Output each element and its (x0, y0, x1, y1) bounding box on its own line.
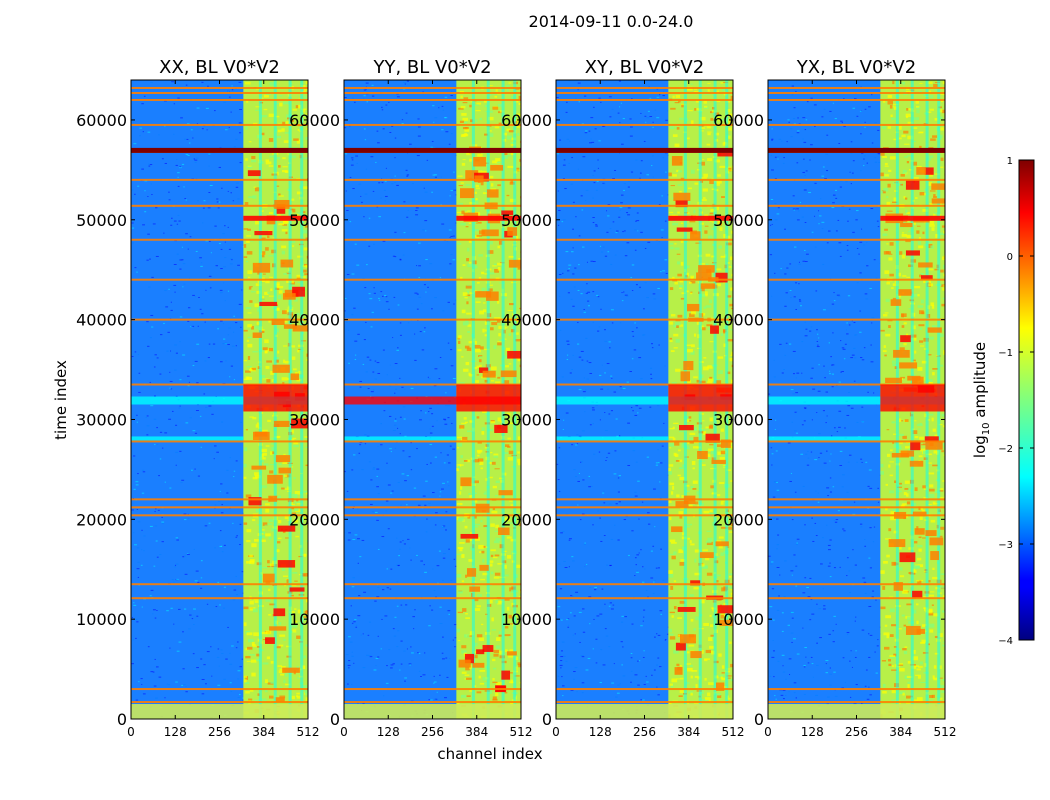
x-tick-label: 256 (208, 725, 231, 739)
x-tick-label: 384 (465, 725, 488, 739)
x-axis-label: channel index (437, 745, 542, 763)
x-tick-label: 256 (633, 725, 656, 739)
y-tick-label: 50000 (713, 211, 764, 230)
x-tick-label: 512 (934, 725, 957, 739)
x-tick-label: 384 (889, 725, 912, 739)
y-tick-label: 30000 (501, 410, 552, 429)
x-tick-label: 256 (845, 725, 868, 739)
colorbar-tick-label: −1 (998, 348, 1013, 359)
y-tick-label: 30000 (713, 410, 764, 429)
y-tick-label: 60000 (289, 111, 340, 130)
y-tick-label: 40000 (289, 311, 340, 330)
y-tick-label: 10000 (713, 610, 764, 629)
y-tick-label: 0 (330, 710, 340, 729)
colorbar: 1 0 −1 −2 −3 −4 log10 amplitude (971, 156, 1035, 647)
x-tick-label: 128 (801, 725, 824, 739)
x-tick-label: 512 (510, 725, 533, 739)
y-tick-label: 60000 (501, 111, 552, 130)
x-tick-label: 512 (297, 725, 320, 739)
y-tick-label: 60000 (76, 111, 127, 130)
panel-title: YX, BL V0*V2 (796, 57, 916, 78)
y-tick-label: 0 (754, 710, 764, 729)
y-tick-label: 50000 (76, 211, 127, 230)
y-tick-label: 0 (542, 710, 552, 729)
x-tick-label: 512 (722, 725, 745, 739)
x-tick-label: 0 (552, 725, 560, 739)
panel-title: XX, BL V0*V2 (159, 57, 280, 78)
y-tick-label: 20000 (713, 510, 764, 529)
y-tick-label: 20000 (76, 510, 127, 529)
y-tick-label: 40000 (76, 311, 127, 330)
y-axis-label: time index (52, 360, 70, 440)
x-tick-label: 384 (252, 725, 275, 739)
y-tick-label: 60000 (713, 111, 764, 130)
colorbar-tick-label: −3 (998, 540, 1013, 551)
y-tick-label: 10000 (76, 610, 127, 629)
y-tick-label: 0 (117, 710, 127, 729)
y-tick-label: 40000 (501, 311, 552, 330)
figure-suptitle: 2014-09-11 0.0-24.0 (528, 12, 694, 31)
x-tick-label: 0 (764, 725, 772, 739)
y-tick-label: 40000 (713, 311, 764, 330)
y-tick-label: 10000 (289, 610, 340, 629)
colorbar-tick-label: 0 (1007, 252, 1013, 263)
x-tick-label: 128 (589, 725, 612, 739)
colorbar-tick-label: −4 (998, 636, 1013, 647)
heatmap-panel-1: XX, BL V0*V2 0 128 256 384 512 0 10000 20000 3000… (76, 57, 319, 739)
x-tick-label: 128 (377, 725, 400, 739)
heatmap-panel-2: YY, BL V0*V2 0 128 256 384 512 0 10000 20000 3000… (289, 57, 532, 739)
x-tick-label: 384 (677, 725, 700, 739)
heatmap-panel-4: YX, BL V0*V2 0 128 256 384 512 0 10000 20000 3000… (713, 57, 956, 739)
x-tick-label: 0 (340, 725, 348, 739)
colorbar-tick-label: 1 (1007, 156, 1013, 167)
y-tick-label: 50000 (501, 211, 552, 230)
x-tick-label: 128 (164, 725, 187, 739)
y-tick-label: 30000 (76, 410, 127, 429)
y-tick-label: 30000 (289, 410, 340, 429)
panel-title: XY, BL V0*V2 (585, 57, 704, 78)
y-tick-label: 10000 (501, 610, 552, 629)
y-tick-label: 20000 (289, 510, 340, 529)
colorbar-label: log10 amplitude (971, 342, 992, 458)
x-tick-label: 256 (421, 725, 444, 739)
x-tick-label: 0 (127, 725, 135, 739)
panel-title: YY, BL V0*V2 (372, 57, 491, 78)
colorbar-tick-label: −2 (998, 444, 1013, 455)
y-tick-label: 20000 (501, 510, 552, 529)
y-tick-label: 50000 (289, 211, 340, 230)
heatmap-panel-3: XY, BL V0*V2 0 128 256 384 512 0 10000 20000 3000… (501, 57, 744, 739)
colorbar-gradient (1018, 159, 1035, 641)
